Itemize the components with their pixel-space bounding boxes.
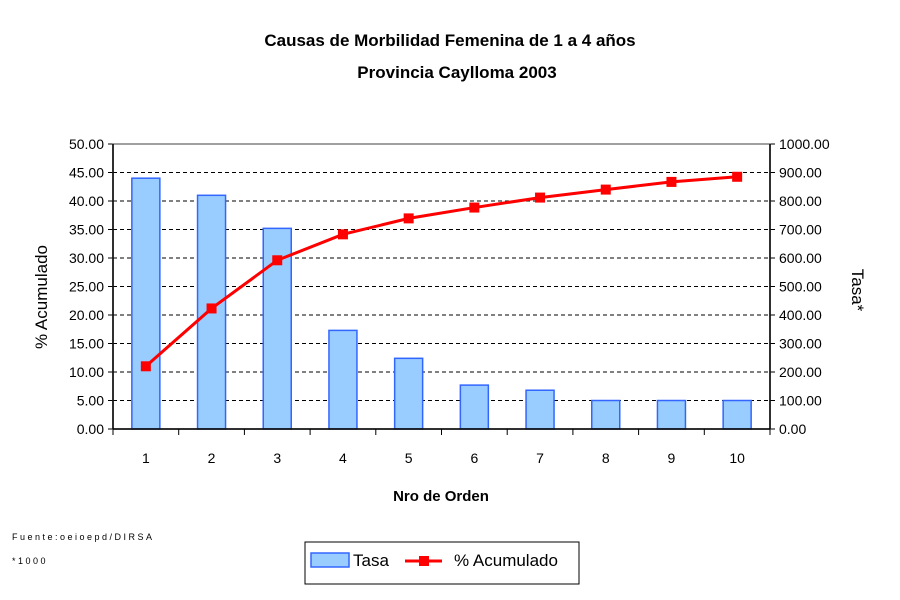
y-left-tick-label: 50.00 bbox=[69, 136, 104, 152]
x-tick-label: 10 bbox=[729, 450, 745, 466]
legend-swatch-tasa bbox=[310, 552, 350, 568]
y-right-tick-label: 400.00 bbox=[779, 307, 822, 323]
chart-subtitle: Provincia Caylloma 2003 bbox=[357, 63, 556, 82]
y-right-tick-label: 900.00 bbox=[779, 165, 822, 181]
y-left-tick-label: 40.00 bbox=[69, 193, 104, 209]
y-left-tick-label: 0.00 bbox=[77, 421, 104, 437]
bar-tasa bbox=[393, 357, 424, 430]
x-tick-label: 2 bbox=[208, 450, 216, 466]
y-right-tick-label: 300.00 bbox=[779, 336, 822, 352]
y-left-tick-label: 35.00 bbox=[69, 222, 104, 238]
y-right-tick-label: 600.00 bbox=[779, 250, 822, 266]
y-left-tick-label: 20.00 bbox=[69, 307, 104, 323]
y-axis-right-label: Tasa* bbox=[848, 269, 867, 312]
y-right-tick-label: 0.00 bbox=[779, 421, 806, 437]
y-left-tick-label: 15.00 bbox=[69, 336, 104, 352]
marker-acumulado bbox=[337, 229, 348, 240]
bar-tasa bbox=[131, 177, 161, 430]
x-tick-label: 6 bbox=[470, 450, 478, 466]
chart-title: Causas de Morbilidad Femenina de 1 a 4 a… bbox=[264, 31, 635, 50]
legend-label-tasa: Tasa bbox=[353, 551, 389, 570]
x-tick-label: 9 bbox=[668, 450, 676, 466]
marker-acumulado bbox=[272, 255, 283, 266]
source-note: Fuente:oeioepd/DIRSA bbox=[12, 532, 155, 542]
x-tick-label: 5 bbox=[405, 450, 413, 466]
marker-acumulado bbox=[403, 213, 414, 224]
legend-box bbox=[304, 541, 580, 585]
marker-acumulado bbox=[666, 176, 677, 187]
y-left-tick-label: 30.00 bbox=[69, 250, 104, 266]
x-tick-label: 1 bbox=[142, 450, 150, 466]
marker-acumulado bbox=[732, 171, 743, 182]
y-right-tick-label: 1000.00 bbox=[779, 136, 830, 152]
marker-acumulado bbox=[469, 202, 480, 213]
legend: Tasa % Acumulado bbox=[304, 541, 580, 585]
marker-acumulado bbox=[140, 361, 151, 372]
x-tick-label: 3 bbox=[273, 450, 281, 466]
line-acumulado bbox=[144, 175, 738, 368]
marker-acumulado bbox=[206, 303, 217, 314]
y-right-tick-label: 800.00 bbox=[779, 193, 822, 209]
y-left-tick-label: 45.00 bbox=[69, 165, 104, 181]
footnote: *1000 bbox=[12, 556, 48, 566]
bar-tasa bbox=[525, 389, 555, 430]
marker-acumulado bbox=[600, 184, 611, 195]
bar-tasa bbox=[722, 399, 752, 430]
bar-tasa bbox=[328, 329, 358, 430]
bar-tasa bbox=[656, 399, 687, 430]
y-right-tick-label: 500.00 bbox=[779, 279, 822, 295]
marker-acumulado bbox=[535, 192, 546, 203]
legend-marker-acumulado bbox=[419, 556, 429, 566]
x-tick-label: 8 bbox=[602, 450, 610, 466]
y-right-tick-label: 200.00 bbox=[779, 364, 822, 380]
y-right-tick-label: 700.00 bbox=[779, 222, 822, 238]
y-left-tick-label: 10.00 bbox=[69, 364, 104, 380]
bar-tasa bbox=[591, 399, 621, 430]
x-axis-label: Nro de Orden bbox=[393, 488, 489, 505]
y-left-tick-label: 25.00 bbox=[69, 279, 104, 295]
x-tick-label: 4 bbox=[339, 450, 347, 466]
y-right-tick-label: 100.00 bbox=[779, 393, 822, 409]
y-axis-left-label: % Acumulado bbox=[32, 245, 51, 349]
y-left-tick-label: 5.00 bbox=[77, 393, 104, 409]
x-tick-label: 7 bbox=[536, 450, 544, 466]
bar-tasa bbox=[459, 384, 490, 430]
legend-label-acumulado: % Acumulado bbox=[454, 551, 558, 570]
